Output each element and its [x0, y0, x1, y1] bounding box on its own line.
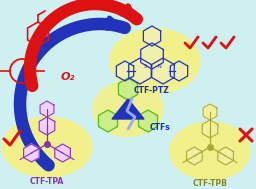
Polygon shape [55, 144, 70, 162]
Polygon shape [129, 58, 151, 84]
Text: CTF-TPB: CTF-TPB [193, 178, 227, 187]
Polygon shape [39, 117, 55, 135]
Polygon shape [116, 61, 134, 81]
Polygon shape [170, 61, 188, 81]
Polygon shape [218, 147, 233, 165]
Text: S: S [143, 64, 147, 70]
Text: CTF-TPA: CTF-TPA [30, 177, 64, 185]
Polygon shape [202, 120, 218, 138]
Polygon shape [143, 26, 161, 46]
Text: CTF-PTZ: CTF-PTZ [134, 86, 170, 95]
Polygon shape [99, 110, 118, 132]
Polygon shape [152, 58, 174, 84]
Polygon shape [187, 147, 202, 165]
Polygon shape [40, 101, 54, 117]
Ellipse shape [170, 122, 250, 180]
Polygon shape [112, 99, 144, 119]
Polygon shape [138, 110, 157, 132]
Polygon shape [24, 144, 39, 162]
Text: O₂: O₂ [61, 72, 75, 82]
Ellipse shape [93, 81, 163, 136]
Text: N: N [157, 64, 161, 70]
Polygon shape [119, 78, 137, 100]
Polygon shape [203, 104, 217, 120]
Text: CTFs: CTFs [150, 122, 171, 132]
Ellipse shape [2, 117, 92, 177]
Ellipse shape [110, 29, 200, 94]
Polygon shape [141, 43, 163, 69]
